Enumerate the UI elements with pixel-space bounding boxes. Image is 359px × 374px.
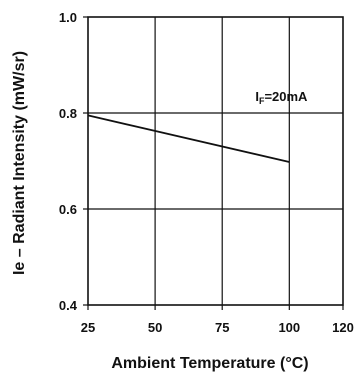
y-tick-label: 0.8 <box>59 106 77 121</box>
data-series <box>87 114 290 163</box>
x-tick-label: 75 <box>215 320 229 335</box>
annotation-value: =20mA <box>264 89 308 104</box>
x-tick-label: 50 <box>148 320 162 335</box>
x-tick-label: 100 <box>278 320 300 335</box>
annotation-main: I <box>255 89 259 104</box>
x-axis-title: Ambient Temperature (°C) <box>111 355 308 372</box>
annotation-subscript: F <box>259 96 265 106</box>
y-tick-label: 0.6 <box>59 202 77 217</box>
series-line <box>87 114 290 163</box>
y-tick-label: 0.4 <box>59 298 78 313</box>
tick-labels: 25 50 75 100 120 0.4 0.6 0.8 1.0 <box>59 10 354 335</box>
y-axis-title: Ie – Radiant Intensity (mW/sr) <box>11 51 28 275</box>
plot-border <box>87 16 344 306</box>
grid-lines <box>88 17 343 305</box>
y-tick-label: 1.0 <box>59 10 77 25</box>
plot-frame <box>83 16 344 310</box>
x-tick-label: 120 <box>332 320 354 335</box>
x-tick-label: 25 <box>81 320 95 335</box>
annotation-if-20ma: IF=20mA <box>255 89 308 106</box>
